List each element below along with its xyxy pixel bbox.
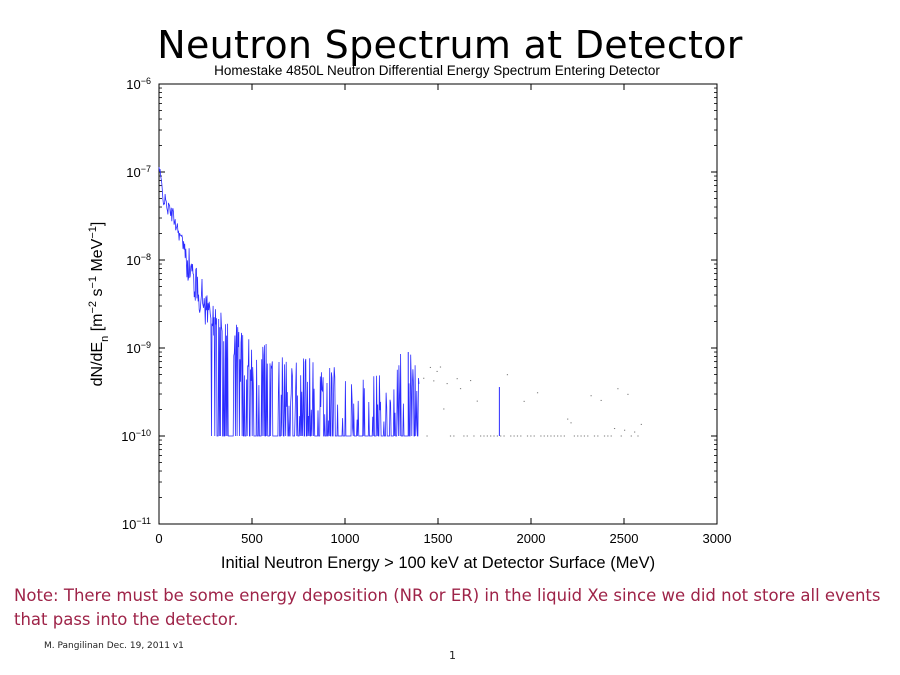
y-tick-label: 10−8 — [126, 252, 151, 268]
y-tick-label: 10−10 — [121, 428, 151, 444]
x-axis-label: Initial Neutron Energy > 100 keV at Dete… — [221, 554, 655, 572]
sparse-point — [590, 395, 592, 397]
sparse-point — [436, 370, 438, 372]
sparse-point — [533, 435, 535, 437]
ticks-layer — [158, 83, 718, 525]
x-tick-label: 1500 — [424, 531, 453, 546]
sparse-point — [627, 393, 629, 395]
sparse-point — [557, 435, 559, 437]
sparse-point — [476, 400, 478, 402]
x-tick-label: 0 — [155, 531, 162, 546]
sparse-point — [536, 392, 539, 394]
x-tick-label: 2500 — [610, 531, 639, 546]
sparse-point — [613, 428, 616, 430]
sparse-point — [640, 423, 642, 425]
page-number: 1 — [449, 649, 456, 662]
sparse-point — [423, 377, 425, 379]
y-tick-label: 10−6 — [126, 76, 151, 92]
sparse-point — [426, 435, 428, 437]
sparse-point — [500, 435, 502, 437]
sparse-point — [526, 435, 529, 437]
sparse-point — [446, 383, 448, 385]
x-tick-label: 1000 — [331, 531, 360, 546]
sparse-point — [503, 435, 505, 437]
sparse-point — [493, 435, 495, 437]
sparse-point — [577, 435, 579, 437]
sparse-point — [456, 378, 458, 380]
sparse-point — [593, 435, 596, 437]
sparse-point — [496, 435, 498, 437]
slide-title: Neutron Spectrum at Detector — [157, 23, 743, 67]
sparse-point — [463, 435, 465, 437]
y-axis-label: dN/dEn [m−2 s−1 MeV−1] — [87, 222, 111, 387]
sparse-point — [513, 435, 515, 437]
sparse-point — [550, 435, 552, 437]
spectrum-line — [158, 167, 420, 437]
sparse-point — [567, 418, 569, 420]
sparse-point — [603, 435, 606, 437]
y-tick-label: 10−7 — [126, 164, 151, 180]
sparse-point — [587, 435, 589, 437]
sparse-point — [510, 435, 512, 437]
sparse-point — [483, 435, 485, 437]
sparse-point — [600, 399, 602, 401]
sparse-point — [486, 435, 488, 437]
x-tick-label: 500 — [241, 531, 263, 546]
sparse-point — [449, 435, 452, 437]
sparse-point — [546, 435, 549, 437]
sparse-point — [634, 431, 636, 433]
sparse-point — [473, 435, 475, 437]
y-tick-label: 10−9 — [126, 340, 151, 356]
sparse-point — [480, 435, 482, 437]
sparse-point — [516, 435, 519, 437]
sparse-point — [573, 435, 575, 437]
slide-note: Note: There must be some energy depositi… — [14, 586, 881, 629]
sparse-point — [469, 380, 472, 382]
sparse-point — [624, 429, 626, 431]
sparse-point — [466, 435, 468, 437]
sparse-point — [490, 435, 492, 437]
sparse-point — [630, 435, 632, 437]
y-tick-label: 10−11 — [122, 516, 151, 532]
sparse-point — [433, 380, 435, 382]
sparse-point — [580, 435, 582, 437]
sparse-point — [560, 435, 562, 437]
sparse-point — [523, 400, 525, 402]
author-footer: M. Pangilinan Dec. 19, 2011 v1 — [44, 641, 184, 651]
sparse-point — [583, 435, 586, 437]
sparse-point — [459, 388, 462, 390]
plot-frame — [158, 83, 718, 525]
data-layer — [158, 167, 642, 437]
sparse-point — [439, 366, 442, 368]
sparse-point — [506, 374, 509, 376]
x-tick-label: 2000 — [517, 531, 546, 546]
x-tick-label: 3000 — [703, 531, 732, 546]
sparse-point — [453, 435, 455, 437]
sparse-point — [443, 408, 445, 410]
sparse-point — [597, 435, 599, 437]
sparse-point — [620, 435, 622, 437]
sparse-point — [540, 435, 542, 437]
sparse-point — [607, 435, 609, 437]
sparse-point — [543, 435, 545, 437]
sparse-point — [429, 366, 432, 368]
labels-layer: 0 500 1000 1500 2000 2500 3000 10−6 10−7 10−8 10−9… — [121, 76, 731, 546]
sparse-point — [520, 435, 522, 437]
sparse-point — [617, 388, 619, 390]
sparse-point — [570, 422, 572, 424]
sparse-point — [530, 435, 532, 437]
sparse-point — [637, 435, 639, 437]
chart-title: Homestake 4850L Neutron Differential Ene… — [214, 63, 660, 78]
sparse-point — [563, 435, 565, 437]
sparse-point — [610, 435, 612, 437]
sparse-point — [553, 435, 555, 437]
